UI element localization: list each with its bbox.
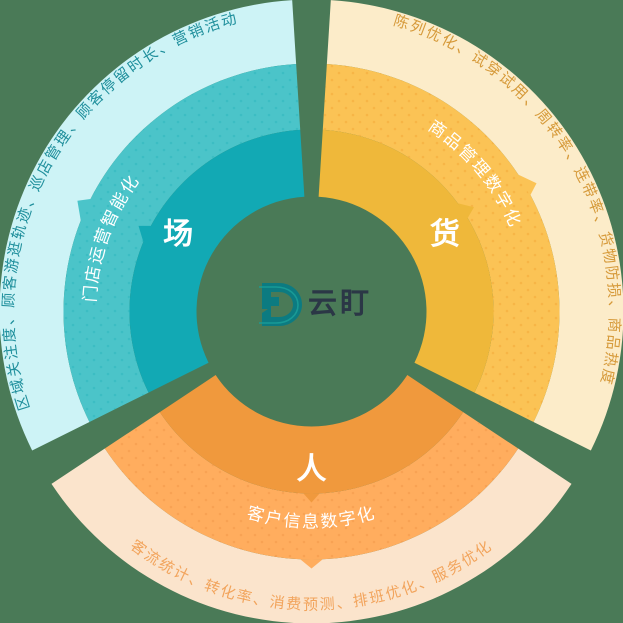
svg-text:人: 人 — [297, 453, 327, 486]
svg-text:货: 货 — [430, 217, 460, 251]
svg-text:云盯: 云盯 — [308, 288, 372, 320]
svg-text:场: 场 — [163, 218, 193, 251]
